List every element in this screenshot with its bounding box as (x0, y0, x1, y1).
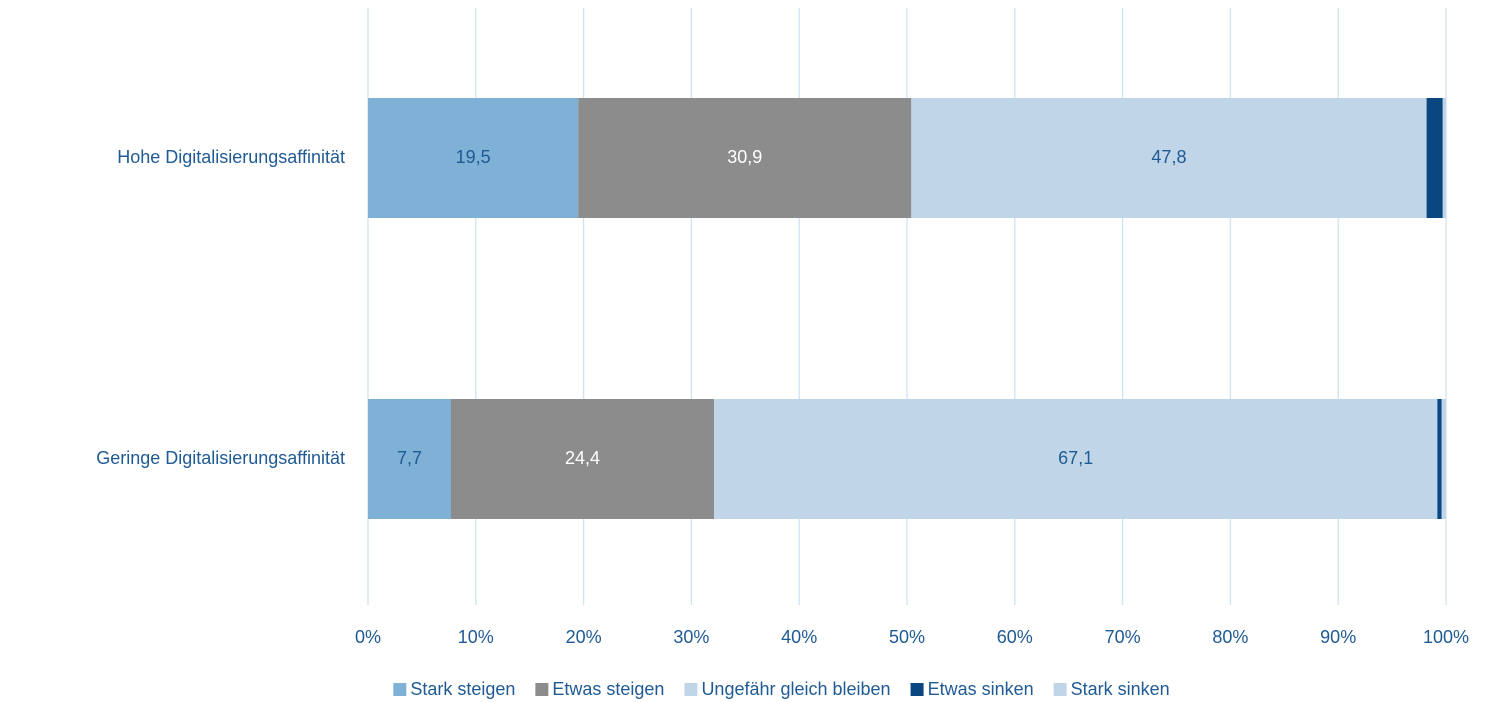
data-label: 7,7 (397, 448, 422, 468)
x-tick-label: 30% (673, 627, 709, 647)
x-tick-label: 100% (1423, 627, 1469, 647)
legend-item: Stark sinken (1053, 679, 1170, 699)
data-label: 19,5 (456, 147, 491, 167)
legend-swatch (393, 683, 407, 696)
x-tick-label: 80% (1212, 627, 1248, 647)
bar-segment (368, 399, 452, 519)
bar-segment (368, 98, 579, 218)
legend-swatch (684, 683, 698, 696)
bar-segment (1437, 399, 1442, 519)
data-label: 67,1 (1058, 448, 1093, 468)
bar-segment (1426, 98, 1443, 218)
legend-label: Etwas steigen (552, 679, 664, 699)
x-tick-label: 20% (566, 627, 602, 647)
legend-label: Ungefähr gleich bleiben (701, 679, 890, 699)
bar-segment (1442, 98, 1446, 218)
x-tick-label: 0% (355, 627, 381, 647)
x-tick-label: 70% (1105, 627, 1141, 647)
x-tick-label: 50% (889, 627, 925, 647)
x-tick-label: 60% (997, 627, 1033, 647)
legend-item: Stark steigen (393, 679, 515, 699)
bar-segment (578, 98, 912, 218)
legend-swatch (535, 683, 549, 696)
data-label: 24,4 (565, 448, 600, 468)
legend-label: Stark steigen (410, 679, 515, 699)
legend-item: Etwas steigen (535, 679, 664, 699)
x-tick-label: 10% (458, 627, 494, 647)
category-label: Hohe Digitalisierungsaffinität (117, 147, 345, 167)
legend-item: Etwas sinken (910, 679, 1034, 699)
bar-segment (911, 98, 1427, 218)
legend-item: Ungefähr gleich bleiben (684, 679, 891, 699)
bar-segment (714, 399, 1438, 519)
legend-label: Etwas sinken (928, 679, 1034, 699)
category-label: Geringe Digitalisierungsaffinität (96, 448, 345, 468)
bar-segment (1441, 399, 1446, 519)
legend-label: Stark sinken (1071, 679, 1170, 699)
data-label: 30,9 (727, 147, 762, 167)
legend-swatch (1053, 683, 1067, 696)
legend-swatch (910, 683, 924, 696)
x-tick-label: 90% (1320, 627, 1356, 647)
data-label: 47,8 (1151, 147, 1186, 167)
bar-segment (451, 399, 715, 519)
x-tick-label: 40% (781, 627, 817, 647)
